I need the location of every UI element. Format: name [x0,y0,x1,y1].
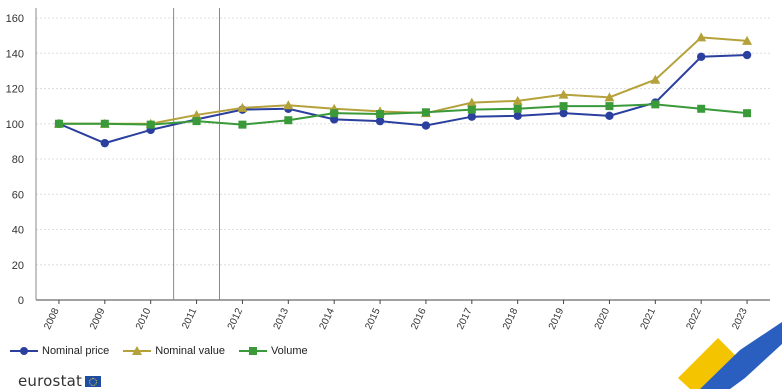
data-point [559,108,568,118]
data-point [513,111,522,121]
eu-flag-icon [85,375,102,387]
data-point [605,111,614,121]
data-point [376,110,385,119]
data-point [283,100,294,110]
brand-text: eurostat [18,372,83,390]
data-point [696,52,706,61]
data-point [329,115,339,124]
y-tick-label: 60 [12,189,24,201]
y-tick-label: 20 [12,260,24,272]
data-point [743,109,752,118]
series-line-volume [58,103,748,126]
data-point [54,119,63,128]
data-point [284,116,293,125]
data-point [605,102,614,111]
y-tick-label: 80 [12,154,24,166]
data-point [467,112,477,121]
y-tick-label: 140 [6,48,24,60]
data-point [100,119,109,128]
data-point [467,105,476,114]
data-point [192,117,201,126]
data-point [146,120,155,129]
data-point [375,116,385,126]
data-point [604,92,615,102]
gridlines [36,17,770,301]
data-point [696,32,707,42]
y-tick-label: 0 [18,295,24,307]
legend-label: Nominal price [42,345,110,357]
series-line-nominal-price [58,54,748,145]
legend: Nominal price Nominal value Volume [10,345,322,357]
series-group [53,32,753,148]
data-point [650,74,661,84]
y-tick-label: 160 [6,13,24,25]
y-tick-label: 40 [12,225,24,237]
data-point [512,95,523,105]
data-point [100,138,110,148]
series-volume [54,100,752,129]
legend-swatch [123,346,152,355]
legend-swatch [238,347,267,355]
data-point [191,109,202,119]
data-point [237,102,248,112]
data-point [421,108,430,117]
legend-swatch [10,347,38,355]
y-axis-ticks: 0 20 40 60 80 100 120 140 160 [6,13,24,307]
legend-item-nominal-value: Nominal value [123,345,225,357]
y-tick-label: 120 [6,84,24,96]
data-point [466,97,477,107]
eurostat-logo: eurostat [18,372,102,390]
data-point [742,50,752,60]
data-point [559,102,568,111]
period-separators [35,8,220,300]
legend-label: Nominal value [155,345,225,357]
data-point [651,100,660,109]
data-point [742,35,753,45]
y-tick-label: 100 [6,119,24,131]
legend-item-nominal-price: Nominal price [10,345,109,357]
data-point [421,121,431,130]
data-point [513,104,522,113]
data-point [697,104,706,113]
data-point [330,109,339,118]
data-point [558,89,569,99]
legend-label: Volume [270,345,308,357]
legend-item-volume: Volume [238,345,308,357]
data-point [238,120,247,129]
